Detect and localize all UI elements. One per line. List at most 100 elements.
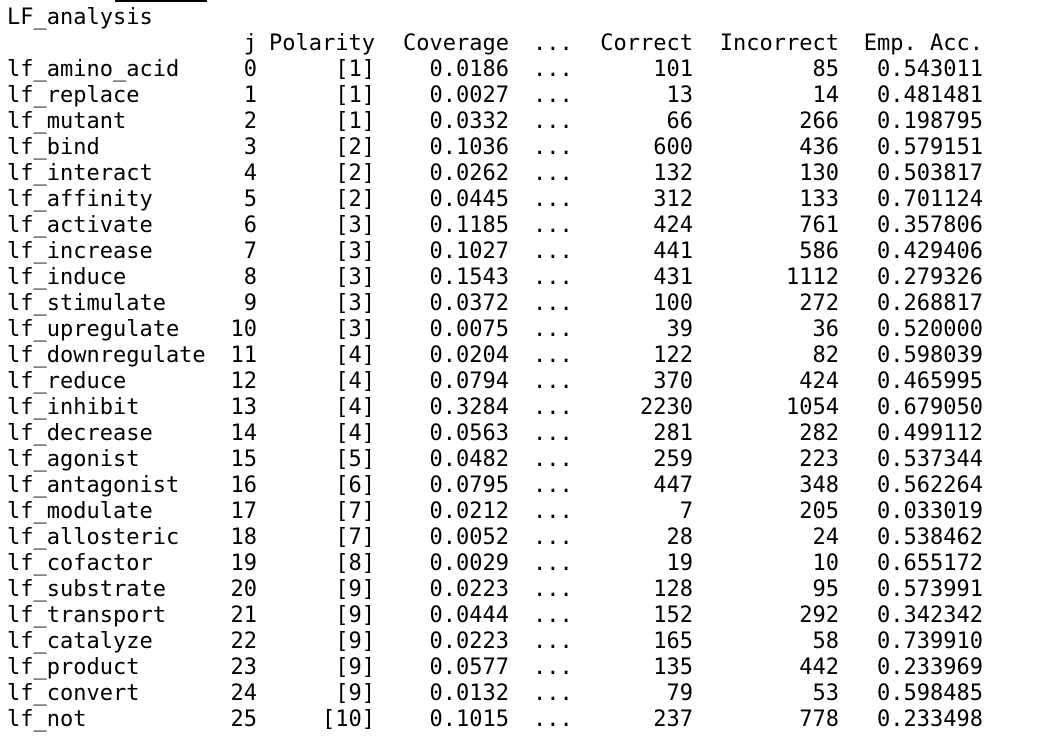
table-row: lf_upregulate 10 [3] 0.0075... 39 36 0.520000 <box>7 317 1037 343</box>
header-j: j <box>243 31 257 56</box>
row-emp-acc: 0.503817 <box>877 161 983 186</box>
row-correct: 28 <box>666 525 694 550</box>
header-correct: Correct <box>600 31 693 56</box>
row-coverage: 0.0223 <box>429 629 509 654</box>
row-ellipsis: ... <box>533 109 573 134</box>
row-name: lf_amino_acid <box>7 57 180 82</box>
row-name: lf_reduce <box>7 369 127 394</box>
row-emp-acc: 0.233969 <box>877 655 983 680</box>
row-polarity: [1] <box>335 83 375 108</box>
row-coverage: 0.1036 <box>429 135 509 160</box>
row-name: lf_bind <box>7 135 100 160</box>
table-row: lf_affinity 5 [2] 0.0445... 312 133 0.701124 <box>7 187 1037 213</box>
table-row: lf_reduce 12 [4] 0.0794... 370 424 0.465995 <box>7 369 1037 395</box>
row-name: lf_upregulate <box>7 317 180 342</box>
row-name: lf_replace <box>7 83 140 108</box>
row-ellipsis: ... <box>533 525 573 550</box>
row-j: 6 <box>243 213 257 238</box>
row-correct: 281 <box>653 421 693 446</box>
row-emp-acc: 0.198795 <box>877 109 983 134</box>
row-incorrect: 223 <box>799 447 839 472</box>
row-polarity: [4] <box>335 395 375 420</box>
row-polarity: [3] <box>335 265 375 290</box>
row-j: 3 <box>243 135 257 160</box>
row-incorrect: 272 <box>799 291 839 316</box>
row-polarity: [4] <box>335 421 375 446</box>
row-name: lf_antagonist <box>7 473 180 498</box>
row-emp-acc: 0.562264 <box>877 473 983 498</box>
row-coverage: 0.0052 <box>429 525 509 550</box>
row-polarity: [1] <box>335 57 375 82</box>
row-ellipsis: ... <box>533 681 573 706</box>
row-emp-acc: 0.543011 <box>877 57 983 82</box>
row-coverage: 0.3284 <box>429 395 509 420</box>
row-ellipsis: ... <box>533 369 573 394</box>
row-correct: 132 <box>653 161 693 186</box>
row-polarity: [3] <box>335 291 375 316</box>
table-row: lf_agonist 15 [5] 0.0482... 259 223 0.537344 <box>7 447 1037 473</box>
row-incorrect: 761 <box>799 213 839 238</box>
row-emp-acc: 0.655172 <box>877 551 983 576</box>
row-polarity: [9] <box>335 629 375 654</box>
table-row: lf_bind 3 [2] 0.1036... 600 436 0.579151 <box>7 135 1037 161</box>
row-j: 24 <box>230 681 258 706</box>
row-coverage: 0.0262 <box>429 161 509 186</box>
row-polarity: [7] <box>335 499 375 524</box>
row-coverage: 0.1543 <box>429 265 509 290</box>
row-ellipsis: ... <box>533 577 573 602</box>
row-polarity: [6] <box>335 473 375 498</box>
table-row: lf_catalyze 22 [9] 0.0223... 165 58 0.739910 <box>7 629 1037 655</box>
row-emp-acc: 0.481481 <box>877 83 983 108</box>
row-incorrect: 205 <box>799 499 839 524</box>
row-j: 7 <box>243 239 257 264</box>
row-j: 12 <box>230 369 258 394</box>
table-row: lf_not 25 [10] 0.1015... 237 778 0.233498 <box>7 707 1037 733</box>
row-polarity: [2] <box>335 161 375 186</box>
row-coverage: 0.0577 <box>429 655 509 680</box>
header-emp-acc: Emp. Acc. <box>863 31 983 56</box>
row-incorrect: 53 <box>812 681 840 706</box>
row-name: lf_interact <box>7 161 153 186</box>
row-ellipsis: ... <box>533 707 573 732</box>
row-correct: 19 <box>666 551 694 576</box>
redacted-text-block <box>115 0 207 2</box>
row-polarity: [9] <box>335 577 375 602</box>
output-title: LF_analysis <box>7 5 153 30</box>
row-correct: 165 <box>653 629 693 654</box>
row-name: lf_substrate <box>7 577 166 602</box>
row-correct: 13 <box>666 83 694 108</box>
row-name: lf_increase <box>7 239 153 264</box>
row-ellipsis: ... <box>533 551 573 576</box>
row-incorrect: 36 <box>812 317 840 342</box>
row-name: lf_convert <box>7 681 140 706</box>
row-incorrect: 1112 <box>786 265 839 290</box>
row-emp-acc: 0.739910 <box>877 629 983 654</box>
row-emp-acc: 0.598039 <box>877 343 983 368</box>
row-coverage: 0.0027 <box>429 83 509 108</box>
row-j: 14 <box>230 421 258 446</box>
row-polarity: [5] <box>335 447 375 472</box>
row-emp-acc: 0.679050 <box>877 395 983 420</box>
row-incorrect: 24 <box>812 525 840 550</box>
row-correct: 600 <box>653 135 693 160</box>
row-correct: 237 <box>653 707 693 732</box>
row-name: lf_allosteric <box>7 525 180 550</box>
row-emp-acc: 0.520000 <box>877 317 983 342</box>
row-polarity: [2] <box>335 135 375 160</box>
row-emp-acc: 0.499112 <box>877 421 983 446</box>
row-incorrect: 586 <box>799 239 839 264</box>
row-coverage: 0.0444 <box>429 603 509 628</box>
table-row: lf_decrease 14 [4] 0.0563... 281 282 0.499112 <box>7 421 1037 447</box>
row-j: 21 <box>230 603 258 628</box>
row-coverage: 0.1185 <box>429 213 509 238</box>
row-j: 5 <box>243 187 257 212</box>
row-j: 11 <box>230 343 258 368</box>
row-ellipsis: ... <box>533 603 573 628</box>
table-row: lf_substrate 20 [9] 0.0223... 128 95 0.573991 <box>7 577 1037 603</box>
row-polarity: [9] <box>335 603 375 628</box>
row-name: lf_affinity <box>7 187 153 212</box>
row-name: lf_product <box>7 655 140 680</box>
table-row: lf_induce 8 [3] 0.1543... 431 1112 0.279326 <box>7 265 1037 291</box>
row-ellipsis: ... <box>533 421 573 446</box>
row-emp-acc: 0.701124 <box>877 187 983 212</box>
